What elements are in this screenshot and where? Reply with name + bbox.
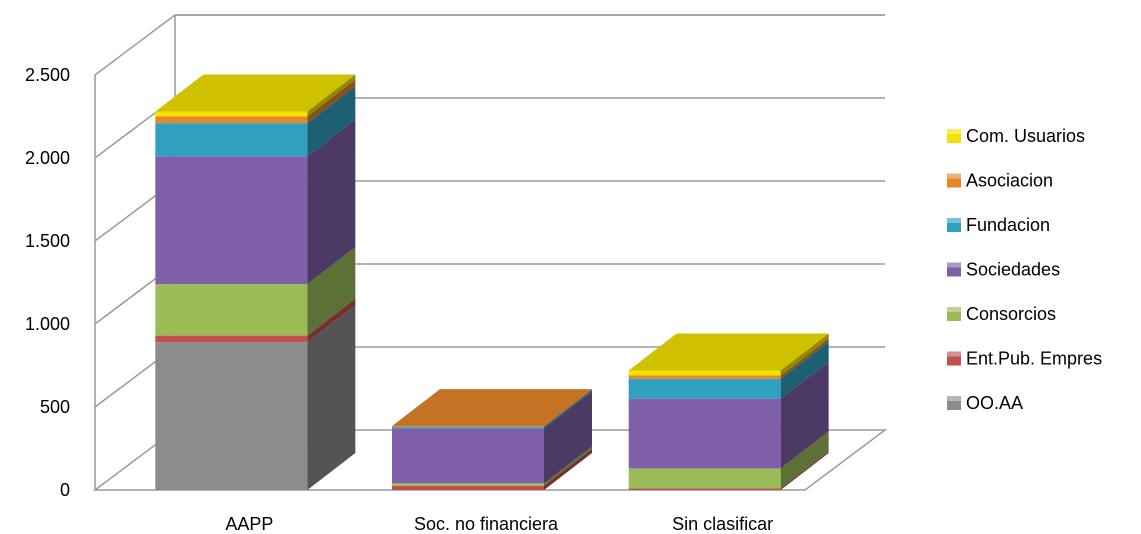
bar-segment-front xyxy=(155,335,308,343)
legend-swatch-highlight xyxy=(947,173,961,179)
legend-swatch-highlight xyxy=(947,396,961,401)
bar-segment-front xyxy=(628,375,781,379)
bar-segment-front xyxy=(155,111,308,117)
bar-segment-side xyxy=(780,431,829,489)
bar-segment-side xyxy=(780,338,829,379)
bar-segment-front xyxy=(392,426,544,429)
bar-segment-front xyxy=(392,428,544,484)
legend: Com. Usuarios Asociacion Fundacion Sociedad… xyxy=(947,126,1102,413)
bar-segment-side xyxy=(307,79,356,124)
floor xyxy=(92,429,888,491)
bar-segment-side xyxy=(307,247,356,336)
bar-segment-front xyxy=(628,488,781,490)
bar-segment-top xyxy=(155,74,356,112)
bar-segment-side xyxy=(780,451,829,490)
bar-segment-side xyxy=(780,361,829,469)
x-axis-category-labels: AAPP Soc. no financiera Sin clasificar xyxy=(225,514,773,534)
legend-swatch-highlight xyxy=(947,218,961,223)
legend-swatch-highlight xyxy=(947,351,961,357)
legend-label: OO.AA xyxy=(966,393,1023,413)
legend-swatch-highlight xyxy=(947,129,961,134)
bar-segment-front xyxy=(628,378,781,399)
bar-segment-side xyxy=(544,446,592,486)
bar-segment-side xyxy=(307,119,356,285)
bar-segment-front xyxy=(155,342,308,490)
bar-segment-front xyxy=(392,426,544,427)
bar-segment-front xyxy=(628,468,781,489)
bar-segment-front xyxy=(155,123,308,157)
bar-segment-front xyxy=(392,485,544,490)
bar-segment-side xyxy=(307,305,356,490)
bar-segment-side xyxy=(544,391,592,484)
bar-segment-top xyxy=(628,333,829,371)
bar-segment-front xyxy=(392,483,544,486)
bar-segment-side xyxy=(544,448,592,490)
bar-segment-top xyxy=(392,389,592,427)
bar-segment-side xyxy=(780,333,829,376)
bar-segment-front xyxy=(155,156,308,285)
y-tick-label: 2.000 xyxy=(25,148,70,168)
y-tick-label: 500 xyxy=(40,397,70,417)
bar-segment-side xyxy=(544,389,592,429)
x-category-label: AAPP xyxy=(225,514,273,534)
legend-label: Ent.Pub. Empres xyxy=(966,349,1102,369)
legend-label: Consorcios xyxy=(966,304,1056,324)
bar-segment-side xyxy=(307,298,356,343)
legend-swatch-highlight xyxy=(947,262,961,268)
bar-segment-side xyxy=(307,74,356,117)
x-category-label: Sin clasificar xyxy=(672,514,773,534)
y-axis-tick-labels: 0 500 1.000 1.500 2.000 2.500 xyxy=(25,65,70,500)
legend-label: Fundacion xyxy=(966,215,1050,235)
bar-segment-side xyxy=(544,389,592,427)
bars xyxy=(155,74,829,490)
bar-segment-side xyxy=(780,341,829,399)
legend-label: Sociedades xyxy=(966,260,1060,280)
bar-segment-front xyxy=(628,398,781,469)
y-tick-label: 2.500 xyxy=(25,65,70,85)
bar-segment-front xyxy=(155,284,308,336)
legend-swatch-highlight xyxy=(947,307,961,312)
x-category-label: Soc. no financiera xyxy=(414,514,559,534)
legend-label: Com. Usuarios xyxy=(966,126,1085,146)
y-tick-label: 1.500 xyxy=(25,231,70,251)
y-tick-label: 0 xyxy=(60,480,70,500)
y-tick-label: 1.000 xyxy=(25,314,70,334)
bar-segment-side xyxy=(307,86,356,157)
legend-label: Asociacion xyxy=(966,171,1053,191)
bar-segment-front xyxy=(155,116,308,124)
bar-segment-front xyxy=(628,370,781,376)
gridline-side xyxy=(94,14,176,76)
